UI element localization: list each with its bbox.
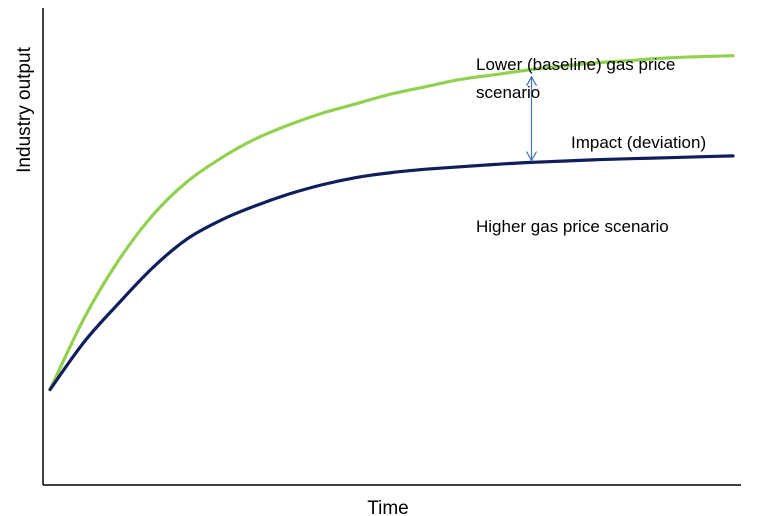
series-label-line: scenario: [476, 83, 540, 102]
series-label-higher: Higher gas price scenario: [476, 217, 669, 236]
impact-arrow-head-top: [525, 75, 538, 87]
chart-marks: [48, 54, 735, 392]
series-label-line: Lower (baseline) gas price: [476, 55, 675, 74]
y-axis-label: Industry output: [14, 46, 35, 172]
impact-arrow: [525, 75, 538, 162]
impact-arrow-head-bottom: [525, 151, 538, 162]
series-label-lower-baseline: Lower (baseline) gas price scenario: [476, 55, 680, 102]
series-line-lower-baseline: [48, 54, 735, 392]
impact-annotation-label: Impact (deviation): [571, 133, 706, 152]
series-line-higher: [48, 154, 735, 392]
x-axis-label: Time: [367, 498, 409, 516]
